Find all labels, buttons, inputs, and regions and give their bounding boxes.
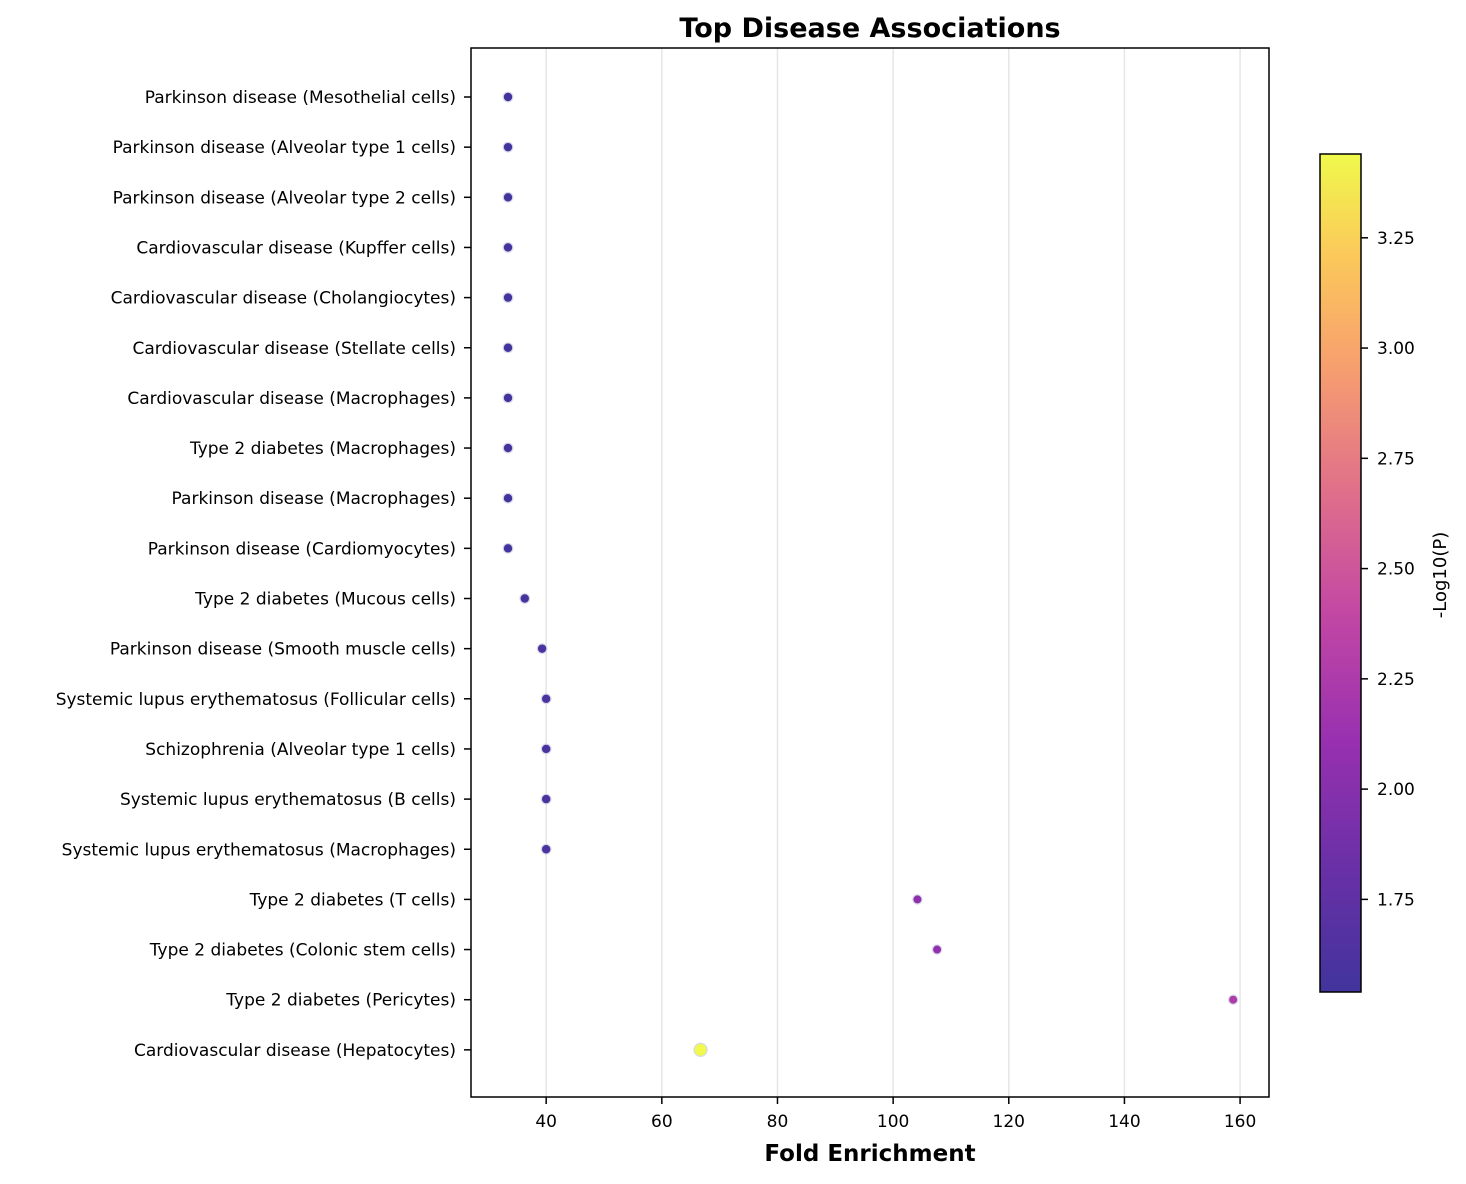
y-tick-label: Cardiovascular disease (Hepatocytes) (134, 1041, 456, 1061)
x-tick-label: 160 (1224, 1112, 1256, 1132)
data-point (912, 894, 923, 905)
x-tick-label: 80 (767, 1112, 789, 1132)
data-point (502, 492, 514, 504)
data-point (540, 743, 552, 755)
y-tick-label: Parkinson disease (Mesothelial cells) (145, 88, 456, 108)
colorbar-tick-label: 2.75 (1377, 449, 1415, 469)
plot-area-frame (470, 47, 1270, 1098)
y-tick-label: Cardiovascular disease (Stellate cells) (132, 339, 456, 359)
data-point (540, 843, 552, 855)
y-tick-label: Cardiovascular disease (Kupffer cells) (136, 238, 456, 258)
y-tick-label: Cardiovascular disease (Cholangiocytes) (111, 289, 456, 309)
colorbar: 1.75 2.00 2.25 2.50 2.75 3.00 3.25 -Log10(P) (1319, 153, 1451, 993)
colorbar-tick-label: 2.50 (1377, 560, 1415, 580)
colorbar-label: -Log10(P) (1430, 532, 1451, 618)
data-point (540, 693, 552, 705)
y-tick-label: Type 2 diabetes (Pericytes) (225, 991, 456, 1011)
x-tick-label: 60 (651, 1112, 673, 1132)
x-ticks: 40 60 80 100 120 140 160 (535, 1097, 1256, 1132)
x-axis-label: Fold Enrichment (764, 1141, 975, 1167)
data-point (502, 542, 514, 554)
y-tick-label: Systemic lupus erythematosus (Macrophage… (62, 840, 456, 860)
x-tick-label: 120 (993, 1112, 1025, 1132)
y-tick-label: Parkinson disease (Cardiomyocytes) (148, 539, 456, 559)
data-point (502, 91, 514, 103)
x-tick-label: 100 (877, 1112, 909, 1132)
data-point (502, 392, 514, 404)
data-point (502, 442, 514, 454)
y-tick-label: Type 2 diabetes (Colonic stem cells) (149, 941, 456, 961)
y-tick-label: Systemic lupus erythematosus (B cells) (120, 790, 456, 810)
y-tick-label: Parkinson disease (Smooth muscle cells) (110, 640, 456, 660)
colorbar-ticks: 1.75 2.00 2.25 2.50 2.75 3.00 3.25 (1361, 229, 1415, 910)
y-tick-label: Parkinson disease (Alveolar type 1 cells… (113, 138, 456, 158)
data-point (502, 191, 514, 203)
data-point (693, 1042, 708, 1057)
y-tick-label: Parkinson disease (Alveolar type 2 cells… (113, 188, 456, 208)
data-point (502, 292, 514, 304)
y-tick-label: Cardiovascular disease (Macrophages) (127, 389, 456, 409)
y-tick-labels: Parkinson disease (Mesothelial cells) Par… (56, 88, 471, 1061)
data-points (502, 91, 1239, 1057)
y-tick-label: Type 2 diabetes (Macrophages) (189, 439, 456, 459)
colorbar-tick-label: 3.25 (1377, 229, 1415, 249)
data-point (519, 593, 531, 604)
colorbar-tick-label: 3.00 (1377, 339, 1415, 359)
data-point (502, 342, 514, 354)
y-tick-label: Parkinson disease (Macrophages) (172, 489, 456, 509)
x-tick-label: 40 (535, 1112, 557, 1132)
y-tick-label: Systemic lupus erythematosus (Follicular… (56, 690, 456, 710)
colorbar-tick-label: 2.25 (1377, 670, 1415, 690)
colorbar-tick-label: 1.75 (1377, 890, 1415, 910)
y-tick-label: Schizophrenia (Alveolar type 1 cells) (145, 740, 456, 760)
data-point (931, 944, 943, 955)
colorbar-gradient (1319, 153, 1362, 993)
colorbar-tick-label: 2.00 (1377, 780, 1415, 800)
data-point (502, 242, 514, 253)
x-tick-label: 140 (1108, 1112, 1140, 1132)
data-point (540, 793, 552, 805)
data-point (536, 643, 548, 655)
y-tick-label: Type 2 diabetes (Mucous cells) (194, 590, 456, 610)
x-gridlines (545, 48, 1241, 1097)
chart-title: Top Disease Associations (679, 13, 1060, 44)
y-tick-label: Type 2 diabetes (T cells) (249, 890, 456, 910)
data-point (1227, 994, 1239, 1005)
data-point (502, 141, 514, 153)
